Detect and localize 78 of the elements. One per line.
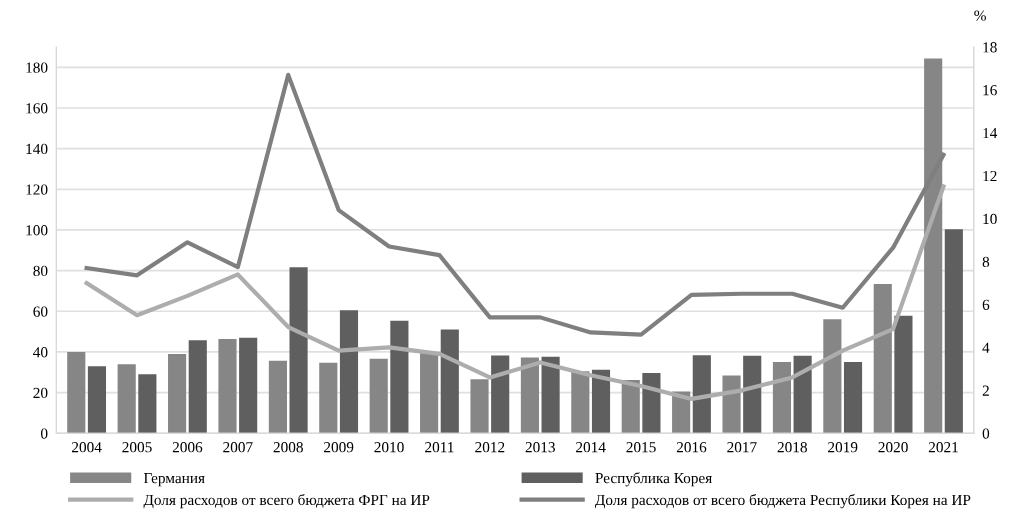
bar <box>289 267 308 434</box>
y-tick-label: 40 <box>33 347 48 358</box>
bar <box>894 315 913 434</box>
bar <box>390 320 409 434</box>
x-tick-label: 2019 <box>828 442 858 453</box>
bar <box>944 229 963 434</box>
bar <box>339 310 359 434</box>
bar <box>873 284 892 434</box>
y2-tick-label: 4 <box>982 342 990 353</box>
y-tick-label: 120 <box>26 184 48 195</box>
y2-tick-label: 2 <box>982 385 989 396</box>
bar <box>541 356 560 434</box>
bar <box>793 355 812 434</box>
x-tick-label: 2008 <box>273 442 303 453</box>
x-tick-label: 2017 <box>727 442 757 453</box>
x-tick-label: 2010 <box>374 442 404 453</box>
y2-tick-label: 12 <box>983 170 997 182</box>
x-tick-label: 2021 <box>928 442 958 453</box>
y-tick-label: 180 <box>26 62 48 73</box>
bar <box>571 371 590 434</box>
x-tick-label: 2015 <box>626 442 656 453</box>
y2-tick-label: 14 <box>983 128 998 139</box>
y-tick-label: 80 <box>33 265 48 277</box>
x-tick-label: 2016 <box>676 442 707 453</box>
y-tick-label: 20 <box>33 387 48 399</box>
x-tick-label: 2011 <box>425 442 454 453</box>
bar <box>138 374 157 434</box>
legend-label: Доля расходов от всего бюджета Республики Корея на ИР <box>595 494 971 509</box>
bar <box>67 351 86 434</box>
legend-label: Доля расходов от всего бюджета ФРГ на ИР <box>143 493 430 509</box>
bar <box>843 362 863 434</box>
y-tick-label: 140 <box>26 143 48 155</box>
bar <box>470 379 489 434</box>
bar <box>692 355 711 434</box>
bar <box>319 362 338 434</box>
y2-tick-label: 16 <box>983 85 997 96</box>
bar <box>520 357 539 434</box>
y-tick-label: 100 <box>26 225 48 236</box>
bar <box>642 372 661 434</box>
bar <box>440 329 459 434</box>
line-series <box>84 184 946 402</box>
bar <box>722 375 741 434</box>
bar <box>268 360 287 434</box>
y-tick-label: 0 <box>40 428 48 439</box>
bar <box>621 379 640 434</box>
x-tick-label: 2004 <box>72 442 102 453</box>
bar <box>188 340 207 434</box>
bar <box>591 369 611 434</box>
y2-tick-label: 18 <box>983 42 997 53</box>
bar <box>117 364 136 434</box>
y2-tick-label: 8 <box>982 256 990 268</box>
bar <box>491 355 510 434</box>
legend-label: Германия <box>143 473 205 487</box>
y2-axis-title: % <box>974 10 986 21</box>
x-tick-label: 2020 <box>878 442 908 453</box>
x-tick-label: 2005 <box>122 442 152 453</box>
bar <box>168 353 187 434</box>
bar <box>823 319 842 434</box>
x-tick-label: 2006 <box>172 442 203 453</box>
bar <box>369 358 388 434</box>
bar <box>420 352 439 434</box>
bar <box>87 366 107 434</box>
x-tick-label: 2007 <box>223 442 253 453</box>
bar <box>218 338 237 434</box>
bar <box>239 337 258 434</box>
x-tick-label: 2013 <box>525 442 555 453</box>
y2-tick-label: 6 <box>982 299 990 310</box>
legend-label: Республика Корея <box>595 472 712 487</box>
bar <box>743 355 762 434</box>
bar <box>772 362 792 434</box>
y2-tick-label: 10 <box>983 213 997 225</box>
x-tick-label: 2014 <box>576 442 606 453</box>
y-tick-label: 60 <box>33 306 48 317</box>
x-tick-label: 2009 <box>324 442 354 453</box>
y2-tick-label: 0 <box>982 428 990 439</box>
y-tick-label: 160 <box>26 103 48 114</box>
x-tick-label: 2018 <box>777 442 807 453</box>
x-tick-label: 2012 <box>475 442 505 453</box>
